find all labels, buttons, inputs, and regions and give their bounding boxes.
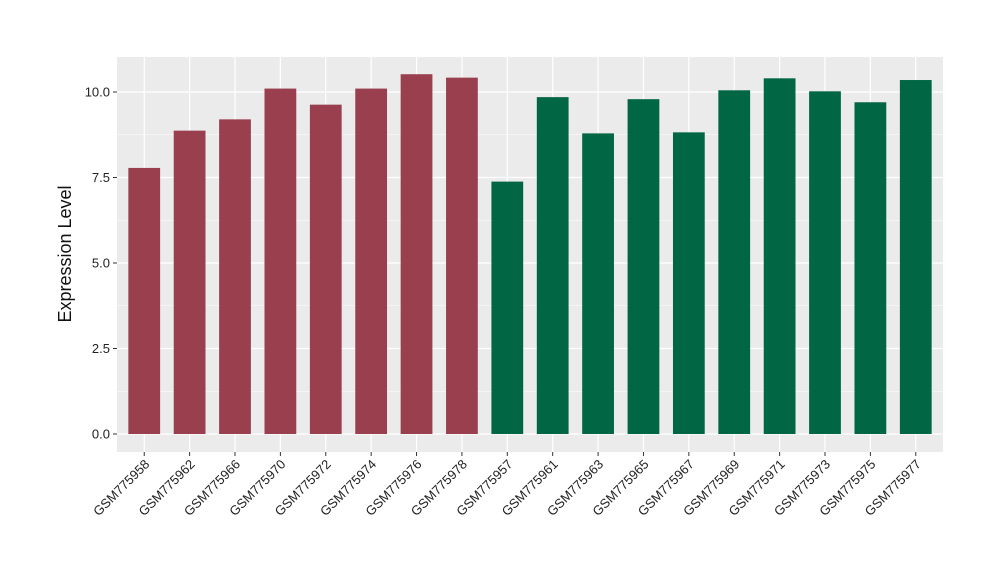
x-axis: GSM775958GSM775962GSM775966GSM775970GSM7…: [90, 452, 924, 519]
bar: [763, 78, 796, 434]
bar: [672, 132, 705, 434]
y-axis: 0.0 2.5 5.0 7.5 10.0: [85, 85, 117, 442]
bar: [491, 181, 524, 434]
bar: [854, 102, 887, 434]
y-tick-label: 5.0: [92, 256, 110, 271]
y-tick-label: 10.0: [85, 85, 110, 100]
y-tick-label: 7.5: [92, 170, 110, 185]
bar: [309, 104, 342, 435]
bar: [355, 88, 388, 434]
bar: [173, 130, 206, 434]
y-tick-label: 2.5: [92, 341, 110, 356]
bar: [809, 91, 841, 434]
bar: [264, 88, 297, 434]
y-tick-label: 0.0: [92, 427, 110, 442]
minor-gridlines: [117, 134, 943, 392]
plot-panel: [117, 57, 943, 452]
bar: [536, 97, 569, 434]
y-axis-title: Expression Level: [55, 185, 75, 322]
bars: [128, 74, 932, 435]
bar: [400, 74, 433, 434]
bar: [446, 77, 478, 435]
bar: [219, 119, 251, 435]
bar: [128, 167, 161, 434]
bar: [582, 133, 614, 434]
bar: [899, 80, 932, 434]
bar: [627, 99, 660, 434]
bar: [718, 90, 751, 434]
